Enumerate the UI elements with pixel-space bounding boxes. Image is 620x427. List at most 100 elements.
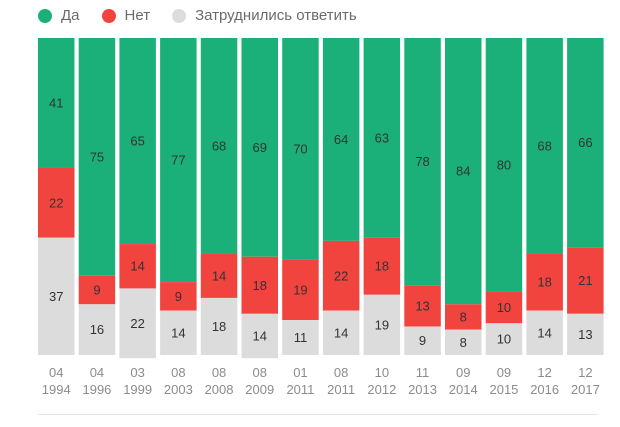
data-label-no-4: 9 [175, 289, 182, 304]
data-label-yes-3: 65 [130, 134, 144, 149]
data-label-undecided-3: 22 [130, 316, 144, 331]
x-tick-month-5: 08 [212, 365, 226, 380]
x-tick-month-6: 08 [253, 365, 267, 380]
x-tick-year-5: 2008 [205, 382, 234, 397]
data-label-undecided-12: 10 [497, 332, 511, 347]
data-label-undecided-13: 14 [537, 325, 551, 340]
x-tick-year-10: 2013 [408, 382, 437, 397]
data-label-yes-6: 69 [253, 140, 267, 155]
data-label-undecided-11: 8 [460, 335, 467, 350]
bar-segment-yes-10 [404, 38, 441, 286]
data-label-yes-9: 63 [375, 130, 389, 145]
data-label-undecided-7: 11 [294, 330, 308, 345]
bar-segment-yes-3 [119, 38, 156, 245]
data-label-yes-2: 75 [90, 149, 104, 164]
x-tick-month-10: 11 [416, 365, 430, 380]
legend-swatch-yes [38, 8, 52, 23]
legend-label-undecided: Затруднились ответить [195, 7, 357, 24]
data-label-undecided-2: 16 [90, 322, 104, 337]
bottom-divider [38, 414, 598, 415]
data-label-no-7: 19 [293, 283, 307, 298]
x-tick-month-4: 08 [171, 365, 185, 380]
bar-segment-yes-8 [322, 38, 360, 241]
legend-swatch-undecided [172, 8, 187, 23]
x-tick-year-11: 2014 [449, 382, 478, 397]
legend: Да Нет Затруднились ответить [38, 7, 379, 24]
bar-segment-no-5 [200, 253, 238, 298]
data-label-no-11: 8 [460, 309, 467, 324]
data-label-yes-4: 77 [171, 153, 185, 168]
data-label-undecided-9: 19 [375, 317, 389, 332]
x-tick-year-9: 2012 [367, 382, 396, 397]
x-tick-month-3: 03 [130, 365, 144, 380]
data-label-yes-12: 80 [497, 157, 511, 172]
bar-segment-no-2 [78, 275, 116, 305]
data-label-yes-14: 66 [578, 135, 592, 150]
data-label-no-14: 21 [578, 273, 592, 288]
bar-segment-no-7 [282, 259, 319, 321]
data-label-no-1: 22 [49, 195, 63, 210]
data-label-yes-13: 68 [537, 138, 551, 153]
data-label-undecided-4: 14 [171, 325, 185, 340]
data-label-yes-1: 41 [49, 95, 63, 110]
data-label-undecided-1: 37 [49, 289, 63, 304]
data-label-undecided-8: 14 [334, 325, 348, 340]
bar-segment-yes-6 [241, 38, 278, 257]
bar-segment-no-4 [160, 282, 197, 311]
bar-segment-no-8 [322, 240, 360, 311]
bar-segment-yes-2 [78, 38, 116, 276]
bar-segment-yes-11 [445, 38, 482, 305]
bar-segment-undecided-1 [38, 237, 75, 355]
bar-segment-yes-9 [363, 38, 401, 238]
x-tick-year-4: 2003 [164, 382, 193, 397]
bar-segment-no-14 [567, 247, 604, 314]
bar-segment-no-12 [485, 291, 523, 324]
bar-segment-yes-12 [485, 38, 523, 292]
bar-segment-undecided-8 [322, 310, 360, 355]
bar-segment-undecided-12 [485, 323, 523, 355]
legend-item-undecided: Затруднились ответить [172, 7, 357, 24]
data-label-no-5: 14 [212, 268, 226, 283]
x-tick-month-9: 10 [375, 365, 389, 380]
data-label-no-9: 18 [375, 259, 389, 274]
x-tick-month-8: 08 [334, 365, 348, 380]
bar-segment-yes-13 [526, 38, 563, 254]
bar-segment-no-1 [38, 167, 75, 238]
bar-segment-undecided-6 [241, 313, 278, 359]
bar-segment-yes-4 [160, 38, 197, 283]
x-tick-year-3: 1999 [123, 382, 152, 397]
data-label-yes-7: 70 [293, 141, 307, 156]
x-tick-month-13: 12 [537, 365, 551, 380]
bar-segment-undecided-14 [567, 313, 604, 355]
x-tick-year-12: 2015 [489, 382, 518, 397]
x-tick-year-1: 1994 [42, 382, 71, 397]
bar-segment-undecided-4 [160, 310, 197, 355]
bar-segment-no-3 [119, 244, 156, 289]
x-tick-year-2: 1996 [82, 382, 111, 397]
bar-segment-undecided-3 [119, 288, 156, 359]
bar-segment-undecided-13 [526, 310, 563, 355]
bar-segment-undecided-9 [363, 294, 401, 355]
data-label-no-12: 10 [497, 300, 511, 315]
data-label-undecided-14: 13 [578, 327, 592, 342]
bar-segment-no-13 [526, 253, 563, 311]
bar-segment-undecided-2 [78, 304, 116, 355]
x-tick-month-1: 04 [49, 365, 63, 380]
bar-segment-undecided-11 [445, 329, 482, 355]
data-label-yes-5: 68 [212, 138, 226, 153]
data-label-undecided-6: 14 [253, 328, 267, 343]
data-label-yes-11: 84 [456, 164, 470, 179]
x-tick-year-13: 2016 [530, 382, 559, 397]
data-label-yes-8: 64 [334, 132, 348, 147]
data-label-yes-10: 78 [415, 154, 429, 169]
bar-segment-no-11 [445, 304, 482, 330]
x-tick-month-12: 09 [497, 365, 511, 380]
x-tick-year-6: 2009 [245, 382, 274, 397]
legend-swatch-no [101, 8, 116, 23]
bar-segment-no-6 [241, 256, 278, 314]
data-label-undecided-5: 18 [212, 319, 226, 334]
bar-segment-yes-5 [200, 38, 238, 254]
data-label-no-2: 9 [93, 283, 100, 298]
legend-label-no: Нет [124, 7, 151, 24]
